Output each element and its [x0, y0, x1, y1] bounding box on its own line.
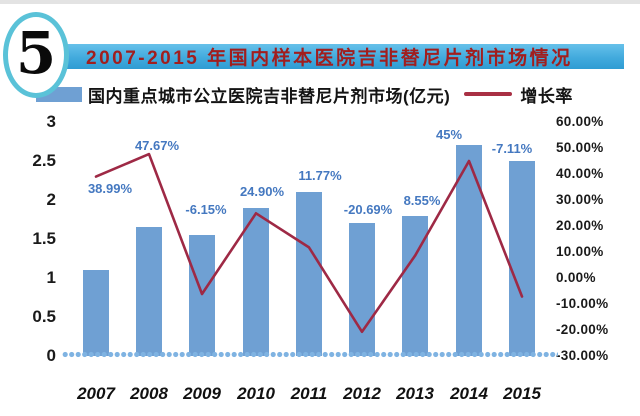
x-axis-label-2010: 2010	[237, 384, 275, 403]
bar-2010	[243, 207, 269, 356]
x-axis-label-2011: 2011	[290, 384, 328, 403]
line-series-label: 增长率	[520, 86, 573, 106]
left-axis-tick: 0	[46, 346, 56, 365]
right-axis-tick: 0.00%	[556, 270, 596, 285]
x-axis-baseline	[62, 351, 558, 359]
growth-label-2010: 24.90%	[239, 184, 285, 199]
top-divider	[0, 0, 640, 4]
right-axis-tick: 10.00%	[556, 244, 604, 259]
growth-label-2014: 45%	[435, 127, 463, 142]
x-axis-label-2012: 2012	[343, 384, 381, 403]
left-axis-tick: 3	[46, 112, 56, 131]
right-axis-tick: -10.00%	[556, 296, 609, 311]
line-series-swatch	[464, 92, 513, 96]
x-axis-label-2009: 2009	[183, 384, 221, 403]
growth-label-2015: -7.11%	[491, 141, 533, 156]
bar-2007	[83, 270, 109, 356]
x-axis-label-2008: 2008	[130, 384, 168, 403]
right-axis-tick: 50.00%	[556, 140, 604, 155]
bar-2011	[296, 192, 322, 356]
bar-2009	[189, 235, 215, 356]
right-axis-tick: 20.00%	[556, 218, 604, 233]
growth-label-2012: -20.69%	[343, 202, 393, 217]
bar-2012	[349, 223, 375, 356]
x-axis-label-2013: 2013	[396, 384, 434, 403]
growth-label-2011: 11.77%	[298, 168, 342, 183]
bar-2008	[136, 227, 162, 356]
left-axis-tick: 1	[46, 268, 56, 287]
right-axis-tick: -30.00%	[556, 348, 609, 363]
left-axis-tick: 0.5	[32, 307, 56, 326]
section-number: 5	[15, 19, 57, 87]
chart-legend: 国内重点城市公立医院吉非替尼片剂市场(亿元) 增长率	[36, 82, 636, 106]
left-axis-tick: 2.5	[32, 151, 56, 170]
left-axis-tick: 1.5	[32, 229, 56, 248]
x-axis-label-2014: 2014	[450, 384, 488, 403]
growth-label-2009: -6.15%	[185, 202, 227, 217]
bar-2015	[509, 161, 535, 356]
title-banner: 2007-2015 年国内样本医院吉非替尼片剂市场情况	[64, 44, 624, 69]
growth-label-2013: 8.55%	[403, 193, 441, 208]
chart-title: 2007-2015 年国内样本医院吉非替尼片剂市场情况	[86, 48, 573, 69]
right-axis-tick: 40.00%	[556, 166, 604, 181]
growth-label-2007: 38.99%	[87, 181, 133, 196]
growth-label-2008: 47.67%	[134, 138, 180, 153]
bar-2013	[402, 215, 428, 356]
x-axis-label-2015: 2015	[503, 384, 541, 403]
bar-2014	[456, 145, 482, 356]
right-axis-tick: -20.00%	[556, 322, 609, 337]
right-axis-tick: 30.00%	[556, 192, 604, 207]
section-number-badge: 5	[3, 12, 69, 98]
x-axis-label-2007: 2007	[77, 384, 115, 403]
right-axis-tick: 60.00%	[556, 114, 604, 129]
left-axis-tick: 2	[46, 190, 56, 209]
bar-series-label: 国内重点城市公立医院吉非替尼片剂市场(亿元)	[88, 86, 451, 106]
